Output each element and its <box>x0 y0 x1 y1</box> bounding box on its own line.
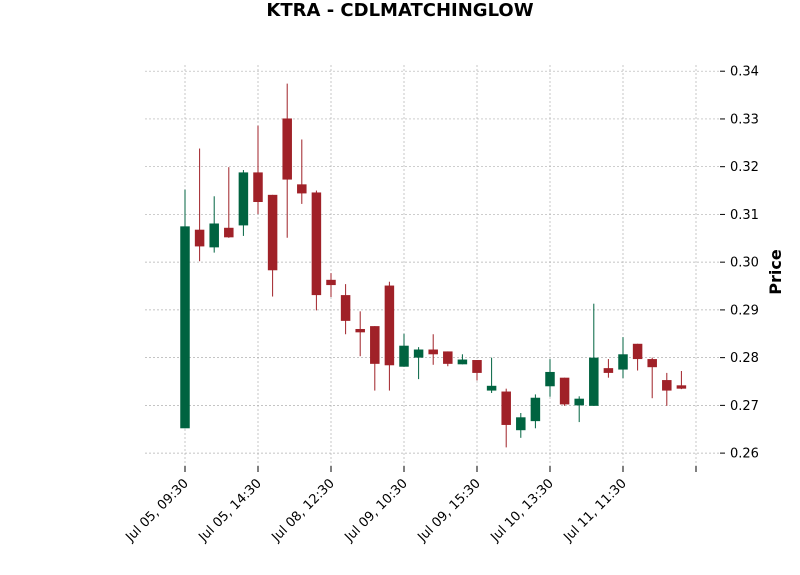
candle-body <box>399 345 409 367</box>
candle-down <box>662 372 672 406</box>
candle-body <box>574 398 584 406</box>
y-tick-label: 0.34 <box>730 65 759 80</box>
candle-body <box>603 368 614 373</box>
x-tick-label: Jul 09, 15:30 <box>414 476 483 545</box>
candle-body <box>326 279 336 286</box>
candle-up <box>399 333 409 367</box>
candle-body <box>209 223 219 248</box>
candle-up <box>457 354 468 365</box>
candle-body <box>297 184 307 194</box>
candle-body <box>676 385 687 389</box>
candle-down <box>370 326 380 391</box>
y-tick-label: 0.29 <box>730 303 759 318</box>
candle-body <box>253 172 263 203</box>
candle-down <box>297 139 307 204</box>
candle-body <box>501 391 511 425</box>
candle-body <box>384 285 395 366</box>
x-tick-label: Jul 05, 09:30 <box>122 476 191 545</box>
x-tick-label: Jul 08, 12:30 <box>268 476 337 545</box>
candle-down <box>267 194 278 297</box>
candle-body <box>486 385 497 391</box>
candle-body <box>194 229 205 247</box>
candle-body <box>428 349 438 355</box>
candle-down <box>501 388 511 448</box>
y-tick-label: 0.32 <box>730 160 759 175</box>
candle-up <box>618 337 628 379</box>
candle-body <box>224 227 234 238</box>
candle-down <box>282 83 292 238</box>
candle-body <box>355 328 365 333</box>
candle-body <box>443 351 453 364</box>
candle-body <box>516 417 526 431</box>
candle-up <box>413 347 424 380</box>
candle-body <box>282 118 292 180</box>
candle-up <box>209 196 219 253</box>
x-tick-label: Jul 10, 13:30 <box>487 476 556 545</box>
y-tick-label: 0.31 <box>730 208 759 223</box>
y-tick-label: 0.28 <box>730 351 759 366</box>
candle-up <box>530 394 541 429</box>
y-tick-label: 0.27 <box>730 399 759 414</box>
y-tick-label: 0.26 <box>730 447 759 462</box>
candle-body <box>340 295 351 321</box>
candle-up <box>486 357 497 393</box>
candle-body <box>589 357 599 406</box>
candle-up <box>238 170 249 236</box>
candle-body <box>472 360 482 373</box>
candle-body <box>370 326 380 364</box>
candle-down <box>384 281 395 391</box>
candle-up <box>180 189 190 429</box>
candle-up <box>589 303 599 406</box>
axes: 0.26 0.27 0.28 0.29 0.30 0.31 0.32 0.33 0.34 Jul … <box>122 65 758 546</box>
candles <box>180 83 687 448</box>
grid <box>145 65 720 466</box>
candle-body <box>413 349 424 358</box>
candle-body <box>457 359 468 365</box>
candle-down <box>632 343 643 371</box>
candle-down <box>194 148 205 262</box>
candle-body <box>662 380 672 391</box>
candle-body <box>545 371 555 387</box>
chart-title: KTRA - CDLMATCHINGLOW <box>266 0 534 21</box>
candle-body <box>559 377 570 405</box>
candle-body <box>238 172 249 226</box>
y-tick-label: 0.33 <box>730 112 759 127</box>
candle-down <box>559 377 570 406</box>
x-tick-label: Jul 05, 14:30 <box>195 476 264 545</box>
candle-body <box>180 226 190 429</box>
candle-down <box>428 334 438 365</box>
y-tick-label: 0.30 <box>730 256 759 271</box>
candle-down <box>647 357 657 399</box>
candle-down <box>472 360 482 381</box>
candle-down <box>603 359 614 378</box>
candle-body <box>530 397 541 422</box>
candle-down <box>443 351 453 367</box>
y-axis-label: Price <box>766 249 785 295</box>
candle-body <box>311 192 322 296</box>
candle-down <box>224 167 234 238</box>
candle-down <box>326 273 336 298</box>
x-tick-label: Jul 09, 10:30 <box>341 476 410 545</box>
x-tick-label: Jul 11, 11:30 <box>560 476 629 545</box>
candle-up <box>545 359 555 397</box>
candle-down <box>355 311 365 357</box>
candle-body <box>267 194 278 271</box>
candle-down <box>253 125 263 214</box>
candle-body <box>618 354 628 370</box>
candle-up <box>516 413 526 438</box>
candle-down <box>311 190 322 311</box>
candle-down <box>676 371 687 390</box>
candle-body <box>647 359 657 368</box>
candle-up <box>574 396 584 423</box>
candle-body <box>632 343 643 360</box>
candle-down <box>340 284 351 335</box>
